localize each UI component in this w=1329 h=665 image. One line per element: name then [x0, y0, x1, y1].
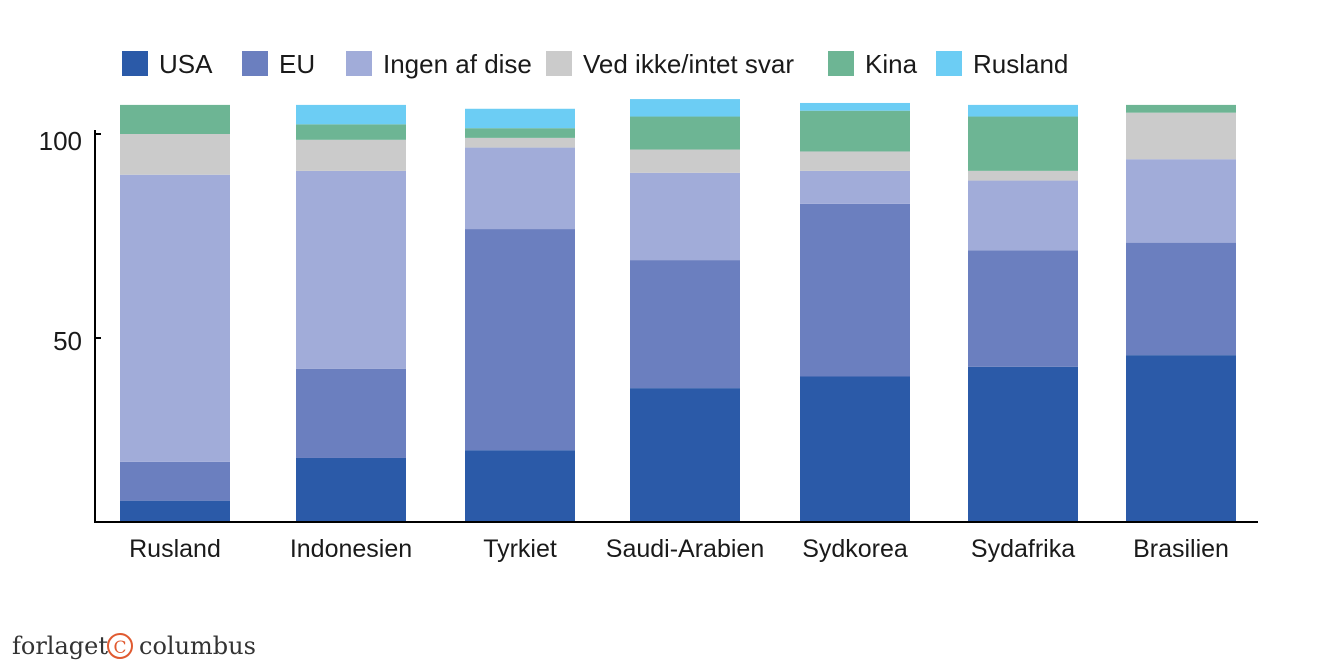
bar-sydkorea-eu	[800, 203, 910, 377]
bar-tyrkiet-kina	[465, 128, 575, 138]
bar-sydafrika-ved-ikke-intet-svar	[968, 170, 1078, 181]
legend-swatch-ingen-af-dise	[346, 51, 372, 76]
category-label-rusland: Rusland	[129, 535, 221, 563]
bar-sydafrika-ingen-af-dise	[968, 180, 1078, 251]
bar-saudi-arabien-rusland	[630, 99, 740, 117]
publisher-logo: forlaget C columbus	[12, 632, 256, 660]
y-tick-label-100: 100	[39, 126, 82, 156]
bar-sydafrika-kina	[968, 116, 1078, 171]
bar-sydkorea-kina	[800, 110, 910, 152]
legend-label-kina: Kina	[865, 49, 918, 79]
legend-swatch-eu	[242, 51, 268, 76]
bar-saudi-arabien-usa	[630, 388, 740, 522]
logo-copyright-icon	[107, 633, 133, 659]
axes	[94, 130, 1258, 523]
logo-symbol: C	[113, 638, 126, 658]
category-label-indonesien: Indonesien	[290, 535, 412, 563]
legend-label-ingen-af-dise: Ingen af dise	[383, 49, 532, 79]
bar-tyrkiet-rusland	[465, 108, 575, 129]
legend-swatch-usa	[122, 51, 148, 76]
bar-tyrkiet-usa	[465, 450, 575, 522]
category-label-tyrkiet: Tyrkiet	[483, 535, 557, 563]
category-label-saudi-arabien: Saudi-Arabien	[606, 535, 764, 563]
bar-brasilien-ved-ikke-intet-svar	[1126, 112, 1236, 160]
bar-indonesien-kina	[296, 124, 406, 140]
legend-label-rusland: Rusland	[973, 49, 1068, 79]
bar-rusland-ingen-af-dise	[120, 174, 230, 462]
legend: USA EU Ingen af dise Ved ikke/intet svar Kin…	[122, 49, 1068, 79]
legend-swatch-kina	[828, 51, 854, 76]
legend-swatch-ved-ikke-intet-svar	[546, 51, 572, 76]
bar-tyrkiet-ingen-af-dise	[465, 147, 575, 230]
bar-brasilien-eu	[1126, 242, 1236, 356]
category-labels: Rusland Indonesien Tyrkiet Saudi-Arabien Syd…	[129, 535, 1229, 563]
bar-indonesien-rusland	[296, 104, 406, 125]
logo-text-before: forlaget	[12, 632, 108, 660]
bar-sydkorea-ingen-af-dise	[800, 170, 910, 204]
bar-rusland-ved-ikke-intet-svar	[120, 134, 230, 175]
legend-swatch-rusland	[936, 51, 962, 76]
y-tick-label-50: 50	[53, 326, 82, 356]
bar-saudi-arabien-eu	[630, 260, 740, 389]
bar-sydkorea-rusland	[800, 102, 910, 111]
bar-sydkorea-usa	[800, 376, 910, 522]
bar-indonesien-ved-ikke-intet-svar	[296, 139, 406, 171]
legend-label-ved-ikke-intet-svar: Ved ikke/intet svar	[583, 49, 794, 79]
logo-text-after: columbus	[139, 632, 256, 660]
bar-rusland-usa	[120, 500, 230, 522]
bar-rusland-eu	[120, 461, 230, 501]
bar-sydkorea-ved-ikke-intet-svar	[800, 151, 910, 171]
category-label-sydafrika: Sydafrika	[971, 535, 1075, 563]
bar-tyrkiet-ved-ikke-intet-svar	[465, 137, 575, 148]
bars	[120, 99, 1236, 522]
legend-label-eu: EU	[279, 49, 315, 79]
bar-sydafrika-rusland	[968, 104, 1078, 117]
bar-saudi-arabien-ved-ikke-intet-svar	[630, 149, 740, 173]
bar-sydafrika-usa	[968, 366, 1078, 522]
category-label-sydkorea: Sydkorea	[802, 535, 908, 563]
bar-brasilien-usa	[1126, 355, 1236, 522]
bar-brasilien-kina	[1126, 104, 1236, 113]
category-label-brasilien: Brasilien	[1133, 535, 1229, 563]
bar-sydafrika-eu	[968, 250, 1078, 367]
bar-tyrkiet-eu	[465, 229, 575, 451]
bar-saudi-arabien-ingen-af-dise	[630, 172, 740, 261]
bar-indonesien-eu	[296, 368, 406, 458]
bar-indonesien-usa	[296, 457, 406, 522]
legend-label-usa: USA	[159, 49, 213, 79]
bar-brasilien-ingen-af-dise	[1126, 159, 1236, 243]
bar-saudi-arabien-kina	[630, 116, 740, 150]
y-tick-labels: 100 50	[39, 126, 82, 356]
bar-rusland-kina	[120, 104, 230, 134]
bar-indonesien-ingen-af-dise	[296, 170, 406, 369]
